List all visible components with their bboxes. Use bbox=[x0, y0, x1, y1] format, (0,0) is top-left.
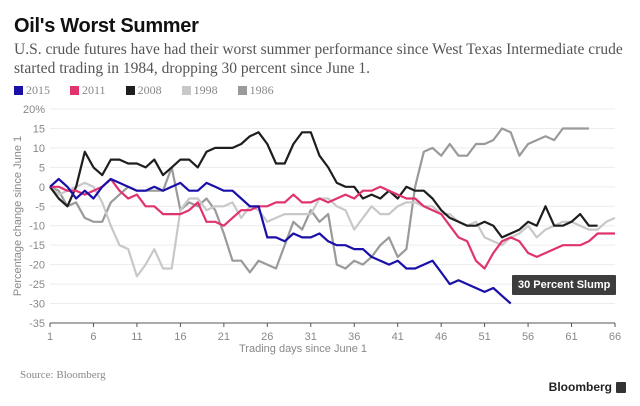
y-axis-title: Percentage change since June 1 bbox=[12, 136, 24, 296]
legend-label: 2015 bbox=[26, 83, 50, 97]
legend-item-1998: 1998 bbox=[181, 83, 218, 98]
y-tick-label: -5 bbox=[35, 201, 45, 213]
x-tick-label: 46 bbox=[435, 331, 447, 343]
y-tick-label: 15 bbox=[33, 123, 45, 135]
chart-title: Oil's Worst Summer bbox=[14, 15, 199, 37]
x-tick-label: 51 bbox=[478, 331, 490, 343]
chart-subtitle: U.S. crude futures have had their worst … bbox=[14, 41, 623, 77]
legend-item-2011: 2011 bbox=[70, 83, 106, 98]
legend-label: 2011 bbox=[82, 83, 106, 97]
annotation-label: 30 Percent Slump bbox=[512, 275, 617, 295]
legend-swatch bbox=[70, 86, 79, 95]
legend-swatch bbox=[125, 86, 135, 95]
legend-label: 2008 bbox=[137, 83, 162, 97]
x-tick-label: 61 bbox=[565, 331, 577, 343]
legend-item-1986: 1986 bbox=[237, 83, 274, 98]
brand-logo: Bloomberg bbox=[549, 380, 626, 394]
series-line-2011 bbox=[50, 177, 615, 270]
bloomberg-icon bbox=[616, 381, 626, 393]
legend-label: 1986 bbox=[249, 83, 274, 97]
x-axis-title: Trading days since June 1 bbox=[239, 343, 367, 355]
x-tick-label: 16 bbox=[174, 331, 186, 343]
x-tick-label: 1 bbox=[47, 331, 53, 343]
legend-item-2008: 2008 bbox=[125, 83, 162, 98]
x-tick-label: 26 bbox=[261, 331, 273, 343]
x-tick-label: 66 bbox=[609, 331, 621, 343]
legend: 2015 2011 2008 1998 1986 bbox=[14, 83, 294, 98]
legend-swatch bbox=[237, 86, 247, 95]
series-line-2015 bbox=[49, 177, 512, 305]
x-tick-label: 11 bbox=[131, 331, 142, 343]
y-tick-label: 10 bbox=[33, 143, 45, 155]
x-tick-label: 56 bbox=[522, 331, 534, 343]
y-tick-label: 5 bbox=[39, 162, 45, 174]
series-line-2008 bbox=[49, 131, 598, 239]
legend-swatch bbox=[181, 86, 191, 95]
x-tick-label: 21 bbox=[218, 331, 230, 343]
y-tick-label: -15 bbox=[29, 240, 45, 252]
x-tick-label: 6 bbox=[90, 331, 96, 343]
y-tick-label: -35 bbox=[29, 318, 45, 330]
y-tick-label: 0 bbox=[39, 182, 45, 194]
x-tick-label: 41 bbox=[392, 331, 404, 343]
x-tick-label: 31 bbox=[305, 331, 317, 343]
legend-label: 1998 bbox=[193, 83, 218, 97]
y-tick-label: -10 bbox=[29, 221, 45, 233]
legend-swatch bbox=[14, 86, 23, 95]
source-note: Source: Bloomberg bbox=[20, 369, 106, 381]
y-tick-label: -25 bbox=[29, 279, 45, 291]
y-tick-label: 20% bbox=[23, 104, 45, 116]
y-tick-label: -30 bbox=[29, 299, 45, 311]
y-tick-label: -20 bbox=[29, 260, 45, 272]
series-line-1998 bbox=[49, 181, 616, 278]
brand-name: Bloomberg bbox=[548, 380, 612, 394]
legend-item-2015: 2015 bbox=[14, 83, 50, 98]
x-tick-label: 36 bbox=[348, 331, 360, 343]
